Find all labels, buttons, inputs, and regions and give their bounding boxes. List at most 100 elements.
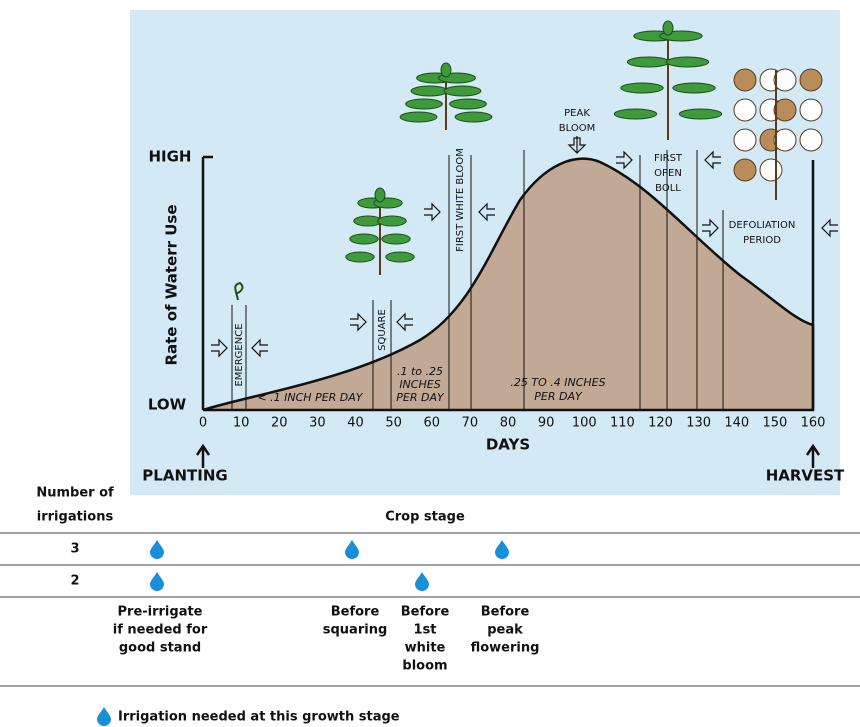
leaf: [449, 98, 487, 110]
boll: [773, 68, 797, 92]
label: 3: [70, 542, 79, 557]
drop-icon: [345, 540, 359, 559]
label: 160: [801, 416, 826, 431]
label: 0: [199, 416, 207, 431]
seedling: [234, 281, 244, 301]
label: Crop stage: [385, 510, 465, 525]
water-use-curve: [202, 157, 815, 412]
leaf: [385, 251, 415, 263]
label: FIRST: [654, 153, 683, 164]
label: 50: [385, 416, 402, 431]
label: 80: [500, 416, 517, 431]
label: Before: [481, 605, 530, 620]
stage-arrow: [704, 150, 721, 170]
label: SQUARE: [377, 309, 388, 351]
label: 40: [347, 416, 364, 431]
stage-arrow: [424, 202, 441, 222]
label: if needed for: [113, 623, 208, 638]
label: 140: [724, 416, 749, 431]
stage-arrow: [211, 338, 228, 358]
label: 70: [462, 416, 479, 431]
leaf: [405, 98, 443, 110]
label: 100: [572, 416, 597, 431]
stage-arrow: [251, 338, 268, 358]
label: PER DAY: [534, 390, 583, 403]
label: good stand: [119, 641, 201, 656]
leaf: [613, 108, 658, 120]
drop-icon: [150, 572, 164, 591]
label: .25 TO .4 INCHES: [510, 376, 605, 389]
label: 30: [309, 416, 326, 431]
label: Pre-irrigate: [118, 605, 203, 620]
label: 150: [762, 416, 787, 431]
label: DAYS: [486, 436, 530, 454]
leaf: [665, 56, 710, 68]
label: BOLL: [655, 183, 681, 194]
peak-arrow: [567, 137, 587, 154]
label: white: [405, 641, 446, 656]
boll: [759, 158, 783, 182]
boll: [799, 98, 823, 122]
stage-arrow: [616, 150, 633, 170]
leaf: [345, 251, 375, 263]
stage-arrow: [821, 218, 838, 238]
boll: [799, 128, 823, 152]
label: < .1 INCH PER DAY: [257, 391, 363, 404]
label: Rate of Waterr Use: [163, 204, 181, 365]
drop-icon: [97, 707, 111, 726]
leaf: [377, 215, 407, 227]
label: 60: [423, 416, 440, 431]
stage-arrow: [350, 312, 367, 332]
label: 90: [538, 416, 555, 431]
label: squaring: [323, 623, 388, 638]
boll: [773, 98, 797, 122]
label: HIGH: [148, 148, 191, 166]
leaf: [678, 108, 723, 120]
leaf: [672, 82, 716, 94]
label: HARVEST: [766, 467, 845, 485]
label: LOW: [148, 396, 187, 414]
label: 120: [648, 416, 673, 431]
label: DEFOLIATION: [729, 220, 796, 231]
drop-icon: [150, 540, 164, 559]
leaf: [374, 187, 386, 203]
label: BLOOM: [559, 123, 595, 134]
label: PER DAY: [396, 391, 445, 404]
leaf: [443, 85, 482, 97]
label: EMERGENCE: [234, 323, 245, 386]
label: bloom: [402, 659, 447, 674]
label: PERIOD: [743, 235, 781, 246]
label: irrigations: [37, 510, 114, 525]
drop-icon: [415, 572, 429, 591]
leaf: [454, 111, 493, 123]
label: PLANTING: [142, 467, 227, 485]
label: 2: [70, 574, 79, 589]
leaf: [440, 62, 452, 78]
label: .1 to .25: [397, 365, 443, 378]
label: 20: [271, 416, 288, 431]
boll: [733, 128, 757, 152]
label: 110: [610, 416, 635, 431]
label: FIRST WHITE BLOOM: [455, 148, 466, 252]
boll: [733, 68, 757, 92]
label: Number of: [36, 486, 114, 501]
label: 130: [686, 416, 711, 431]
boll: [733, 158, 757, 182]
label: Before: [401, 605, 450, 620]
label: OPEN: [654, 168, 682, 179]
leaf: [349, 233, 379, 245]
label: PEAK: [564, 108, 590, 119]
boll: [733, 98, 757, 122]
arrow: [805, 443, 821, 468]
label: Irrigation needed at this growth stage: [118, 710, 400, 725]
boll: [773, 128, 797, 152]
leaf: [410, 85, 449, 97]
boll: [799, 68, 823, 92]
label: peak: [487, 623, 523, 638]
leaf: [399, 111, 438, 123]
arrow: [195, 443, 211, 468]
leaf: [381, 233, 411, 245]
drop-icon: [495, 540, 509, 559]
label: Before: [331, 605, 380, 620]
leaf: [620, 82, 664, 94]
